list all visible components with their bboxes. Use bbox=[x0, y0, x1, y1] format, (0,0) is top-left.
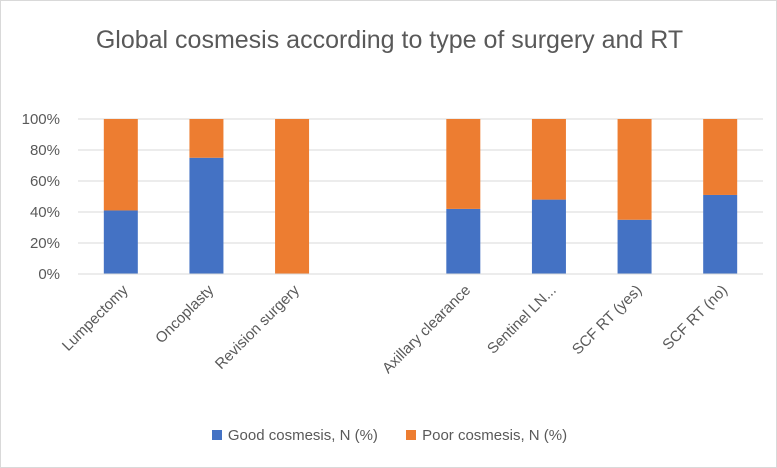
bar-poor-4 bbox=[446, 119, 481, 209]
bar-poor-6 bbox=[617, 119, 652, 220]
legend-swatch-good bbox=[211, 430, 222, 440]
y-tick-label: 20% bbox=[30, 235, 60, 252]
legend-item-poor: Poor cosmesis, N (%) bbox=[406, 427, 567, 444]
chart-plot: 0% 20% 40% 60% 80% 100% Lumpectomy OncoplastyRe… bbox=[22, 111, 763, 377]
x-tick-label: Sentinel LN... bbox=[484, 282, 560, 358]
y-tick-label: 60% bbox=[30, 173, 60, 190]
x-tick-label: Revision surgery bbox=[212, 281, 303, 372]
y-tick-label: 100% bbox=[22, 111, 60, 128]
bar-good-6 bbox=[617, 219, 652, 274]
y-tick-label: 0% bbox=[38, 266, 60, 283]
bar-good-1 bbox=[189, 157, 224, 274]
x-tick-label: Oncoplasty bbox=[152, 281, 217, 346]
bar-good-5 bbox=[531, 199, 566, 274]
bar-poor-2 bbox=[275, 119, 310, 274]
y-tick-label: 40% bbox=[30, 204, 60, 221]
legend-swatch-poor bbox=[406, 430, 417, 440]
legend-label-poor: Poor cosmesis, N (%) bbox=[422, 427, 568, 444]
bar-good-7 bbox=[703, 194, 738, 274]
bar-good-4 bbox=[446, 208, 481, 274]
x-tick-label: SCF RT (yes) bbox=[569, 282, 645, 358]
chart-legend: Good cosmesis, N (%) Poor cosmesis, N (%… bbox=[1, 427, 777, 444]
bar-poor-1 bbox=[189, 119, 224, 158]
bar-poor-7 bbox=[703, 119, 738, 195]
x-tick-label: Lumpectomy bbox=[59, 281, 132, 354]
bar-poor-5 bbox=[531, 119, 566, 200]
bar-poor-0 bbox=[103, 119, 138, 211]
bar-good-0 bbox=[103, 210, 138, 274]
y-tick-label: 80% bbox=[30, 142, 60, 159]
x-tick-label: SCF RT (no) bbox=[659, 282, 731, 354]
x-tick-label: Axillary clearance bbox=[379, 282, 474, 377]
legend-label-good: Good cosmesis, N (%) bbox=[227, 427, 378, 444]
legend-item-good: Good cosmesis, N (%) bbox=[211, 427, 378, 444]
chart-title: Global cosmesis according to type of sur… bbox=[95, 26, 684, 54]
